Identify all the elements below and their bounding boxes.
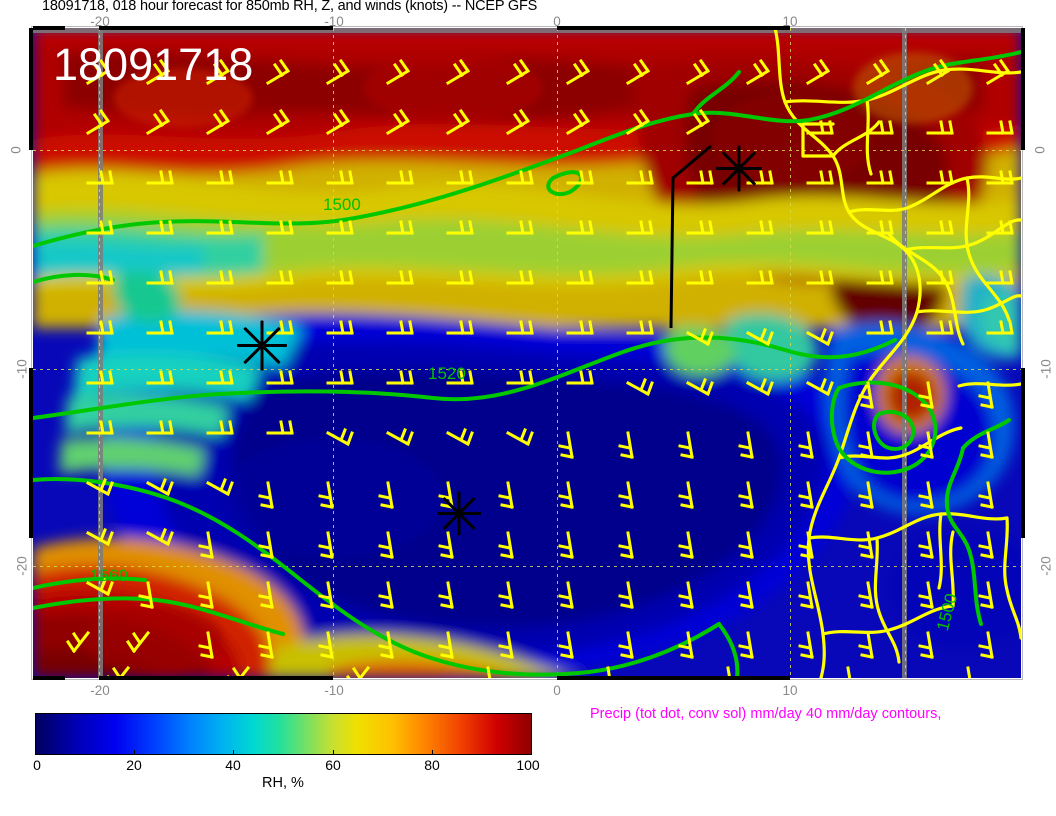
gridline-vertical <box>557 28 558 678</box>
meridian-line <box>98 28 103 678</box>
axis-tick-bar <box>33 676 65 680</box>
colorbar-tick-20: 20 <box>126 757 142 773</box>
y-tick-left-1: -10 <box>14 359 30 379</box>
x-tick-bottom-1: -10 <box>324 683 344 698</box>
axis-tick-bar <box>99 26 333 30</box>
precip-caption: Precip (tot dot, conv sol) mm/day 40 mm/… <box>590 706 942 722</box>
y-tick-right-2: -20 <box>1038 556 1054 576</box>
gridline-vertical <box>99 28 100 678</box>
y-tick-right-0: 0 <box>1032 146 1048 154</box>
colorbar-title: RH, % <box>262 775 304 791</box>
colorbar-tick-100: 100 <box>516 757 540 773</box>
gridline-horizontal <box>33 566 1021 567</box>
contour-label-1520: 1520 <box>428 364 466 383</box>
axis-tick-bar <box>1021 368 1025 538</box>
meridian-line <box>902 28 907 678</box>
y-tick-left-2: -20 <box>14 556 30 576</box>
axis-tick-bar <box>29 368 33 538</box>
x-tick-top-0: -20 <box>90 14 110 29</box>
geopotential-height-contours <box>33 50 1021 678</box>
colorbar-tick-0: 0 <box>33 757 41 773</box>
x-tick-top-2: 0 <box>553 14 561 29</box>
colorbar-notch <box>432 750 433 755</box>
station-marker-asterisk[interactable] <box>230 313 294 377</box>
colorbar-tick-40: 40 <box>225 757 241 773</box>
gridline-horizontal <box>33 369 1021 370</box>
colorbar-notch <box>233 750 234 755</box>
gridline-horizontal <box>33 150 1021 151</box>
colorbar-notch <box>134 750 135 755</box>
gridline-vertical <box>333 28 334 678</box>
contour-label-1500: 1500 <box>323 195 361 214</box>
x-tick-top-3: 10 <box>782 14 798 29</box>
colorbar-tick-60: 60 <box>325 757 341 773</box>
axis-tick-bar <box>33 26 65 30</box>
axis-tick-bar <box>557 26 790 30</box>
model-run-timestamp: 18091718 <box>53 39 254 90</box>
colorbar-tick-80: 80 <box>424 757 440 773</box>
weather-map[interactable]: 1500 1520 1560 1500 18091718 <box>33 28 1021 678</box>
parallel-line <box>33 28 1021 33</box>
axis-tick-bar <box>99 676 333 680</box>
axis-tick-bar <box>1021 28 1025 150</box>
y-tick-left-0: 0 <box>8 146 24 154</box>
axis-tick-bar <box>29 28 33 150</box>
colorbar-notch <box>333 750 334 755</box>
x-tick-bottom-2: 0 <box>553 683 561 698</box>
y-tick-right-1: -10 <box>1038 359 1054 379</box>
station-marker-asterisk[interactable] <box>709 138 769 198</box>
axis-tick-bar <box>557 676 790 680</box>
contour-label-1560: 1560 <box>90 566 128 585</box>
x-tick-bottom-3: 10 <box>782 683 798 698</box>
station-marker-asterisk[interactable] <box>429 483 489 543</box>
chart-title: 18091718, 018 hour forecast for 850mb RH… <box>42 0 538 14</box>
gridline-vertical <box>905 28 906 678</box>
coastlines-and-borders <box>773 28 1021 678</box>
x-tick-top-1: -10 <box>324 14 344 29</box>
x-tick-bottom-0: -20 <box>90 683 110 698</box>
relative-humidity-colorbar[interactable] <box>35 713 532 755</box>
storm-track-line <box>669 144 712 329</box>
